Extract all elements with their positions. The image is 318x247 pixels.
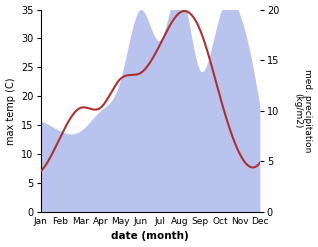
Y-axis label: med. precipitation
(kg/m2): med. precipitation (kg/m2) bbox=[293, 69, 313, 152]
X-axis label: date (month): date (month) bbox=[111, 231, 189, 242]
Y-axis label: max temp (C): max temp (C) bbox=[5, 77, 16, 144]
